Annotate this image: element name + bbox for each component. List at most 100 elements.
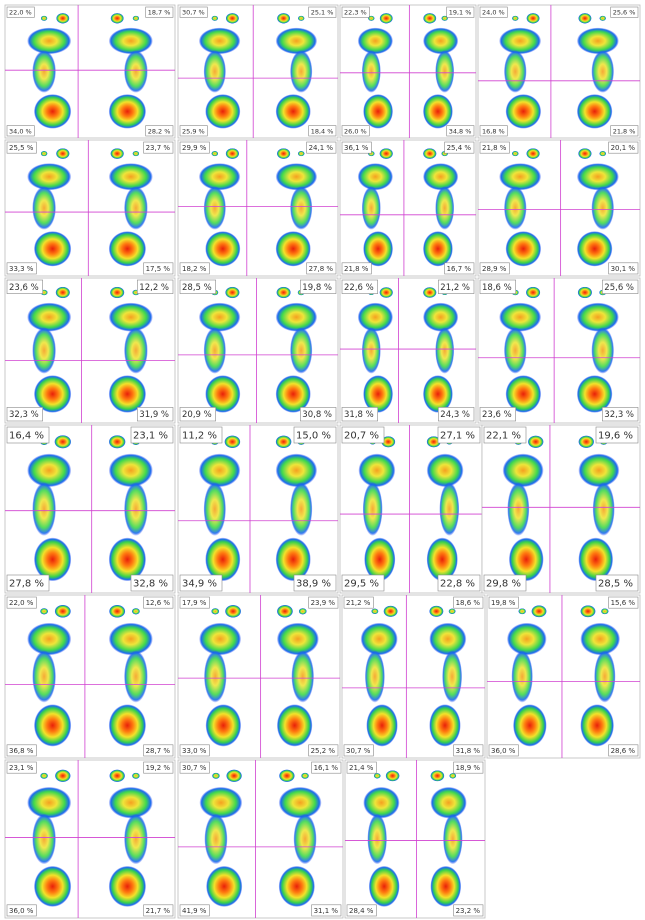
forefoot xyxy=(499,303,541,332)
big-toe xyxy=(56,13,69,24)
forefoot xyxy=(358,28,393,55)
midfoot xyxy=(32,50,56,93)
percent-label: 23,6 % xyxy=(9,283,39,293)
midfoot xyxy=(124,50,148,93)
percent-label: 22,3 % xyxy=(344,9,367,17)
percent-label: 28,9 % xyxy=(482,265,507,273)
forefoot xyxy=(277,623,319,656)
midfoot xyxy=(442,650,462,702)
forefoot xyxy=(580,623,620,656)
percent-label: 34,9 % xyxy=(182,579,217,590)
midfoot xyxy=(362,50,381,93)
percent-label: 29,8 % xyxy=(486,579,521,590)
small-toe xyxy=(301,773,309,779)
small-toe xyxy=(40,608,48,615)
forefoot xyxy=(276,163,318,190)
foot-panel: 22,0 %12,6 %36,8 %28,7 % xyxy=(5,595,175,758)
big-toe xyxy=(110,148,124,159)
foot-panel: 22,6 %21,2 %31,8 %24,3 % xyxy=(340,278,476,423)
forefoot xyxy=(109,28,153,55)
heel xyxy=(429,704,460,746)
percent-label: 16,4 % xyxy=(9,431,44,442)
big-toe xyxy=(386,770,400,781)
midfoot xyxy=(204,814,227,865)
midfoot xyxy=(435,327,454,373)
small-toe xyxy=(299,608,307,614)
percent-label: 30,7 % xyxy=(182,9,205,17)
big-toe xyxy=(423,287,437,298)
percent-label: 23,6 % xyxy=(482,410,512,420)
forefoot xyxy=(423,303,458,332)
foot-panel: 21,4 %18,9 %28,4 %23,2 % xyxy=(345,760,485,918)
midfoot xyxy=(362,327,381,373)
small-toe xyxy=(298,151,305,156)
forefoot xyxy=(27,163,71,190)
small-toe xyxy=(374,773,381,779)
forefoot xyxy=(199,787,242,819)
big-toe xyxy=(111,13,124,24)
heel xyxy=(363,94,393,129)
foot-panel: 28,5 %19,8 %20,9 %30,8 % xyxy=(178,278,338,423)
foot-panel: 19,8 %15,6 %36,0 %28,6 % xyxy=(487,595,640,758)
percent-label: 12,6 % xyxy=(146,599,171,607)
forefoot xyxy=(27,28,71,55)
forefoot xyxy=(423,28,458,55)
foot-scan-sheet: 22,0 %18,7 %34,0 %28,2 %30,7 %25,1 %25,9… xyxy=(0,0,645,920)
midfoot xyxy=(124,327,148,373)
panel-frame xyxy=(5,5,175,138)
percent-label: 26,0 % xyxy=(344,127,367,135)
midfoot xyxy=(591,327,614,373)
forefoot xyxy=(27,623,71,656)
panel-frame xyxy=(178,760,343,918)
percent-label: 15,6 % xyxy=(611,599,636,607)
big-toe xyxy=(429,606,443,617)
small-toe xyxy=(512,151,519,156)
heel xyxy=(205,94,240,129)
panel-frame xyxy=(178,5,338,138)
midfoot xyxy=(591,186,614,230)
big-toe xyxy=(277,605,293,618)
midfoot xyxy=(294,814,317,865)
percent-label: 22,0 % xyxy=(9,9,32,17)
forefoot xyxy=(358,163,393,190)
big-toe xyxy=(580,605,595,617)
midfoot xyxy=(32,482,56,536)
big-toe xyxy=(55,769,71,782)
percent-label: 29,9 % xyxy=(182,144,207,152)
midfoot xyxy=(443,814,463,865)
foot-panel: 25,5 %23,7 %33,3 %17,5 % xyxy=(5,140,175,276)
heel xyxy=(205,538,240,582)
small-toe xyxy=(211,151,218,156)
heel xyxy=(34,538,71,582)
panel-frame xyxy=(5,425,175,593)
heel xyxy=(506,231,542,266)
percent-label: 19,6 % xyxy=(598,431,633,442)
percent-label: 28,5 % xyxy=(182,283,212,293)
percent-label: 16,7 % xyxy=(447,265,472,273)
big-toe xyxy=(276,287,291,299)
percent-label: 19,8 % xyxy=(302,283,332,293)
heel xyxy=(34,94,71,129)
small-toe xyxy=(132,773,140,779)
heel xyxy=(277,704,313,746)
midfoot xyxy=(204,50,226,93)
big-toe xyxy=(423,13,436,24)
big-toe xyxy=(380,13,393,24)
panel-frame xyxy=(487,595,640,758)
percent-label: 21,2 % xyxy=(440,283,470,293)
panel-frame xyxy=(345,760,485,918)
percent-label: 18,4 % xyxy=(311,127,334,135)
small-toe xyxy=(212,773,220,779)
forefoot xyxy=(199,28,241,55)
panel-frame xyxy=(5,140,175,276)
percent-label: 28,7 % xyxy=(146,747,171,755)
percent-label: 28,4 % xyxy=(349,907,374,915)
percent-label: 29,5 % xyxy=(344,579,379,590)
heel xyxy=(509,538,544,582)
foot-panel: 16,4 %23,1 %27,8 %32,8 % xyxy=(5,425,175,593)
forefoot xyxy=(109,623,153,656)
big-toe xyxy=(226,769,242,782)
percent-label: 27,8 % xyxy=(309,265,334,273)
heel xyxy=(205,231,240,266)
forefoot xyxy=(276,28,318,55)
